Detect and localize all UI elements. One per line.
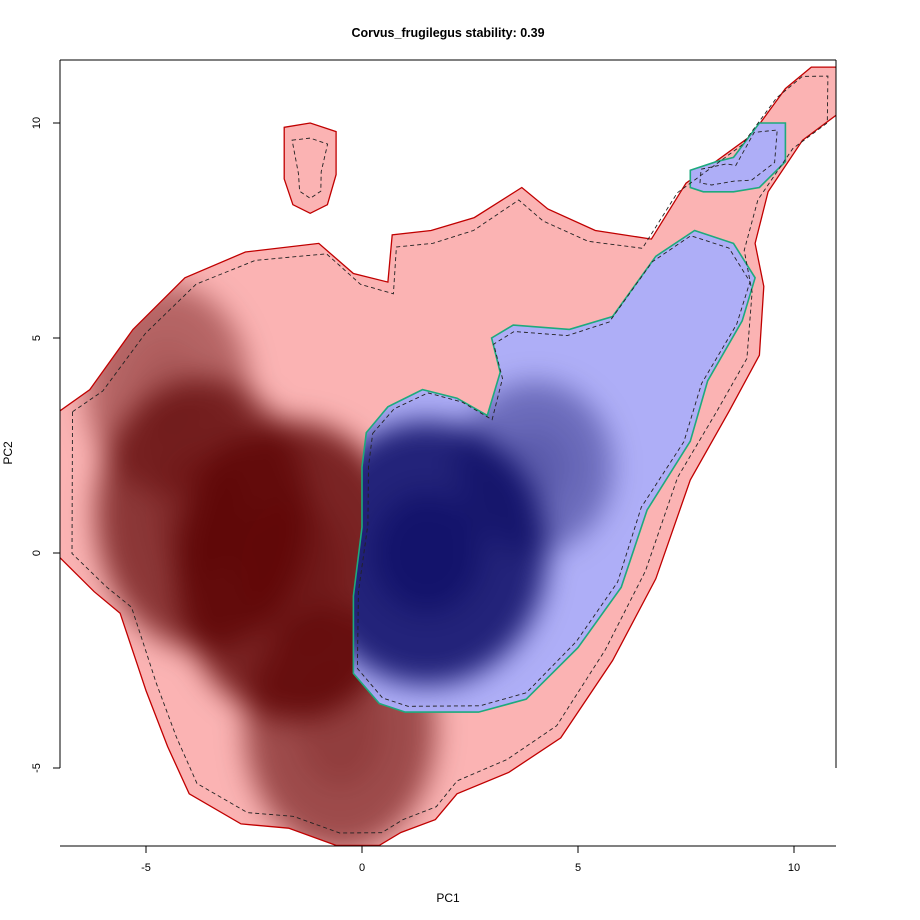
region-b-island-fill bbox=[690, 123, 786, 192]
dashed-contours bbox=[71, 75, 829, 834]
region-b-island-dashed-contour bbox=[699, 129, 778, 186]
y-tick-label: -5 bbox=[31, 763, 43, 773]
x-axis-label: PC1 bbox=[436, 891, 460, 905]
region-a-island-outline bbox=[283, 122, 337, 215]
region-a-island-dashed-contour bbox=[291, 137, 329, 199]
x-tick-label: 0 bbox=[359, 862, 365, 874]
y-tick-label: 10 bbox=[31, 117, 43, 129]
region-b-density-core bbox=[372, 493, 481, 613]
region-b-layer bbox=[352, 122, 787, 713]
y-tick-label: 0 bbox=[31, 550, 43, 556]
x-tick-label: -5 bbox=[141, 862, 151, 874]
y-axis-label: PC2 bbox=[1, 441, 15, 465]
region-a-dashed-contour bbox=[71, 75, 829, 834]
chart-title: Corvus_frugilegus stability: 0.39 bbox=[351, 26, 544, 40]
x-tick-label: 5 bbox=[575, 862, 581, 874]
region-a-island-fill bbox=[284, 123, 337, 214]
region-a-layer bbox=[60, 66, 836, 846]
x-tick-label: 10 bbox=[788, 862, 800, 874]
region-a-outline bbox=[60, 66, 836, 846]
region-b-island-outline bbox=[689, 122, 787, 193]
y-tick-label: 5 bbox=[31, 335, 43, 341]
plot-area bbox=[60, 66, 836, 846]
region-a-density-core bbox=[298, 671, 383, 788]
region-a-density-core bbox=[131, 339, 205, 440]
region-b-dashed-contour bbox=[356, 235, 751, 707]
region-b-density bbox=[353, 381, 613, 685]
region-b-density-core bbox=[499, 428, 570, 506]
region-b-outline bbox=[352, 229, 756, 713]
axes: -5 0 5 10 -5 0 5 10 bbox=[31, 59, 837, 874]
